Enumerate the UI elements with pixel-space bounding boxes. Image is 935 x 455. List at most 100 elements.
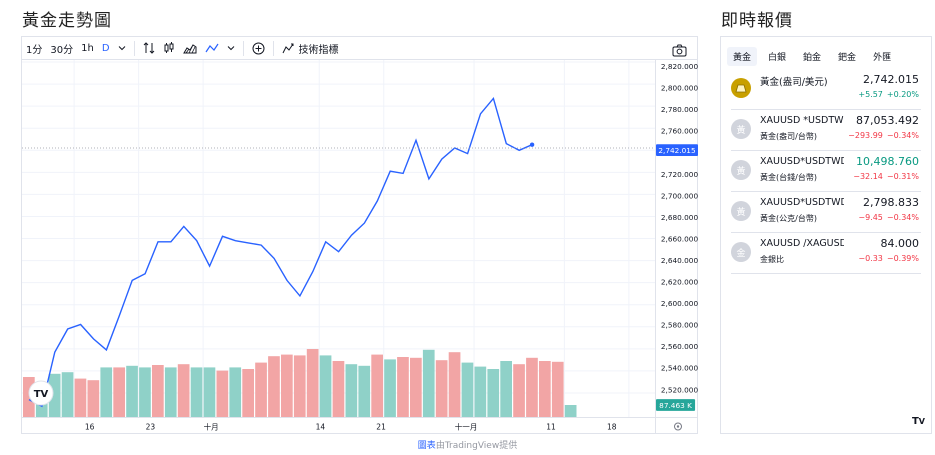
indicators-icon (282, 43, 294, 54)
volume-bar (293, 355, 306, 417)
quote-row[interactable]: 黃 XAUUSD*USDTWD/3 黃金(公克/台幣) 2,798.833 −9.45−… (731, 192, 921, 233)
y-tick-label: 2,800.000 (661, 84, 698, 93)
quote-price: 2,798.833 (863, 196, 919, 209)
axis-settings-corner[interactable] (655, 417, 698, 434)
last-price-badge (656, 144, 698, 156)
quote-row[interactable]: 黃 XAUUSD *USDTWI 黃金(盎司/台幣) 87,053.492 −293.9… (731, 110, 921, 151)
volume-bar (461, 362, 474, 417)
chevron-down-icon (118, 46, 125, 51)
camera-icon (672, 44, 687, 57)
interval-30m-button[interactable]: 30分 (50, 44, 74, 56)
quote-row[interactable]: 黃金(盎司/美元) 2,742.015 +5.57 +0.20% (731, 69, 921, 110)
candlestick-icon (164, 42, 174, 53)
volume-bar (100, 367, 113, 417)
tab-forex[interactable]: 外匯 (873, 53, 892, 63)
volume-bar (513, 364, 525, 417)
last-price-label: 2,742.015 (658, 146, 696, 155)
quote-symbol: XAUUSD*USDTWD/3 (760, 197, 844, 208)
quote-row[interactable]: 黃 XAUUSD*USDTWD/黃金(台錢/台幣) 10,498.760 −32.14… (731, 151, 921, 192)
indicators-button[interactable]: 技術指標 (278, 37, 343, 60)
quote-change-value: −293.99 (848, 131, 883, 140)
quote-row[interactable]: 金 XAUUSD /XAGUSD 金銀比 84.000 −0.33 −0.39% (731, 233, 921, 274)
time-axis[interactable]: 16 23 十月 14 21 十一月 11 18 (22, 417, 655, 434)
line-style-button[interactable] (201, 37, 223, 60)
volume-bar (23, 377, 35, 417)
style-dropdown-button[interactable] (223, 37, 239, 60)
interval-1m-button[interactable]: 1分 (26, 44, 43, 56)
toolbar-divider (272, 40, 274, 56)
tradingview-logo[interactable]: TV (911, 416, 925, 427)
quote-change-percent: −0.39% (886, 254, 919, 263)
volume-bar (177, 364, 190, 417)
y-tick-label: 2,700.000 (661, 191, 698, 200)
quote-change-value: −9.45 (858, 213, 883, 222)
compare-button[interactable] (139, 37, 159, 60)
price-axis[interactable]: 2,520.000 2,540.000 2,560.000 2,580.000 2,60… (655, 60, 698, 417)
x-tick-label: 11 (546, 422, 556, 431)
line-chart-icon (205, 43, 219, 53)
interval-dropdown-button[interactable] (114, 37, 130, 60)
chart-widget[interactable]: 1分 30分 1h D 技術指標 (21, 36, 698, 434)
last-price-dot (529, 142, 535, 147)
price-plot-area[interactable]: TV (22, 60, 655, 417)
candle-style-button[interactable] (159, 37, 179, 60)
volume-bar (448, 352, 461, 417)
chevron-down-icon (227, 46, 234, 51)
interval-1d-button[interactable]: D (101, 42, 110, 54)
volume-bar (332, 361, 345, 417)
area-style-button[interactable] (179, 37, 201, 60)
quote-tabs: 黃金 白銀 鉑金 鈀金 外匯 (721, 37, 931, 69)
tab-gold[interactable]: 黃金 (727, 47, 758, 66)
volume-bar (551, 361, 564, 417)
attribution-link[interactable]: 圖表 (417, 441, 436, 451)
volume-bar (255, 362, 267, 417)
quote-price: 10,498.760 (856, 155, 919, 168)
y-tick-label: 2,580.000 (661, 321, 698, 330)
y-tick-label: 2,600.000 (661, 299, 698, 308)
volume-bar (487, 369, 500, 417)
quote-price: 2,742.015 (863, 73, 919, 86)
placeholder-icon: 金 (731, 242, 751, 262)
volume-bar (139, 367, 151, 417)
volume-bar (474, 366, 487, 417)
volume-bar (242, 369, 254, 417)
page-title: 黃金走勢圖 (22, 11, 112, 31)
volume-bar (564, 405, 577, 417)
y-tick-label: 2,520.000 (661, 385, 698, 394)
y-tick-label: 2,540.000 (661, 364, 698, 373)
tab-silver[interactable]: 白銀 (768, 53, 787, 63)
quote-change-percent: −0.34% (886, 213, 919, 222)
interval-1h-button[interactable]: 1h (81, 42, 94, 54)
volume-bar (268, 356, 280, 417)
tab-platinum[interactable]: 鉑金 (803, 53, 822, 63)
volume-bar (74, 378, 87, 417)
quote-description: 黃金(台錢/台幣) (760, 173, 817, 182)
placeholder-icon: 黃 (731, 160, 751, 180)
quote-change-percent: −0.34% (886, 131, 919, 140)
volume-bar (113, 367, 125, 417)
volume-bar (48, 373, 61, 417)
quote-change-percent: +0.20% (886, 90, 919, 99)
volume-bar (87, 380, 100, 417)
y-tick-label: 2,680.000 (661, 213, 698, 222)
quotes-title: 即時報價 (721, 11, 793, 31)
add-symbol-button[interactable] (248, 37, 269, 60)
chart-toolbar: 1分 30分 1h D 技術指標 (22, 37, 697, 60)
y-tick-label: 2,760.000 (661, 127, 698, 136)
quote-list: 黃金(盎司/美元) 2,742.015 +5.57 +0.20% 黃 XAUUSD *US… (721, 69, 931, 274)
volume-bar (500, 361, 512, 417)
tab-palladium[interactable]: 鈀金 (838, 53, 857, 63)
toolbar-divider (242, 40, 244, 56)
x-tick-label: 14 (316, 422, 326, 431)
tradingview-watermark-icon[interactable]: TV (28, 380, 54, 406)
volume-bar (539, 361, 551, 417)
x-tick-label: 23 (146, 422, 156, 431)
quote-symbol: XAUUSD*USDTWD/ (760, 156, 844, 167)
volume-bar (410, 357, 422, 417)
volume-bar (164, 367, 177, 417)
screenshot-button[interactable] (668, 39, 691, 62)
attribution-text: 由TradingView提供 (435, 441, 518, 451)
quote-price: 84.000 (880, 237, 920, 250)
quote-panel: 黃金 白銀 鉑金 鈀金 外匯 黃金(盎司/美元) 2,742.015 +5.57 +0… (720, 36, 932, 434)
quote-symbol: XAUUSD *USDTWI (760, 115, 844, 126)
